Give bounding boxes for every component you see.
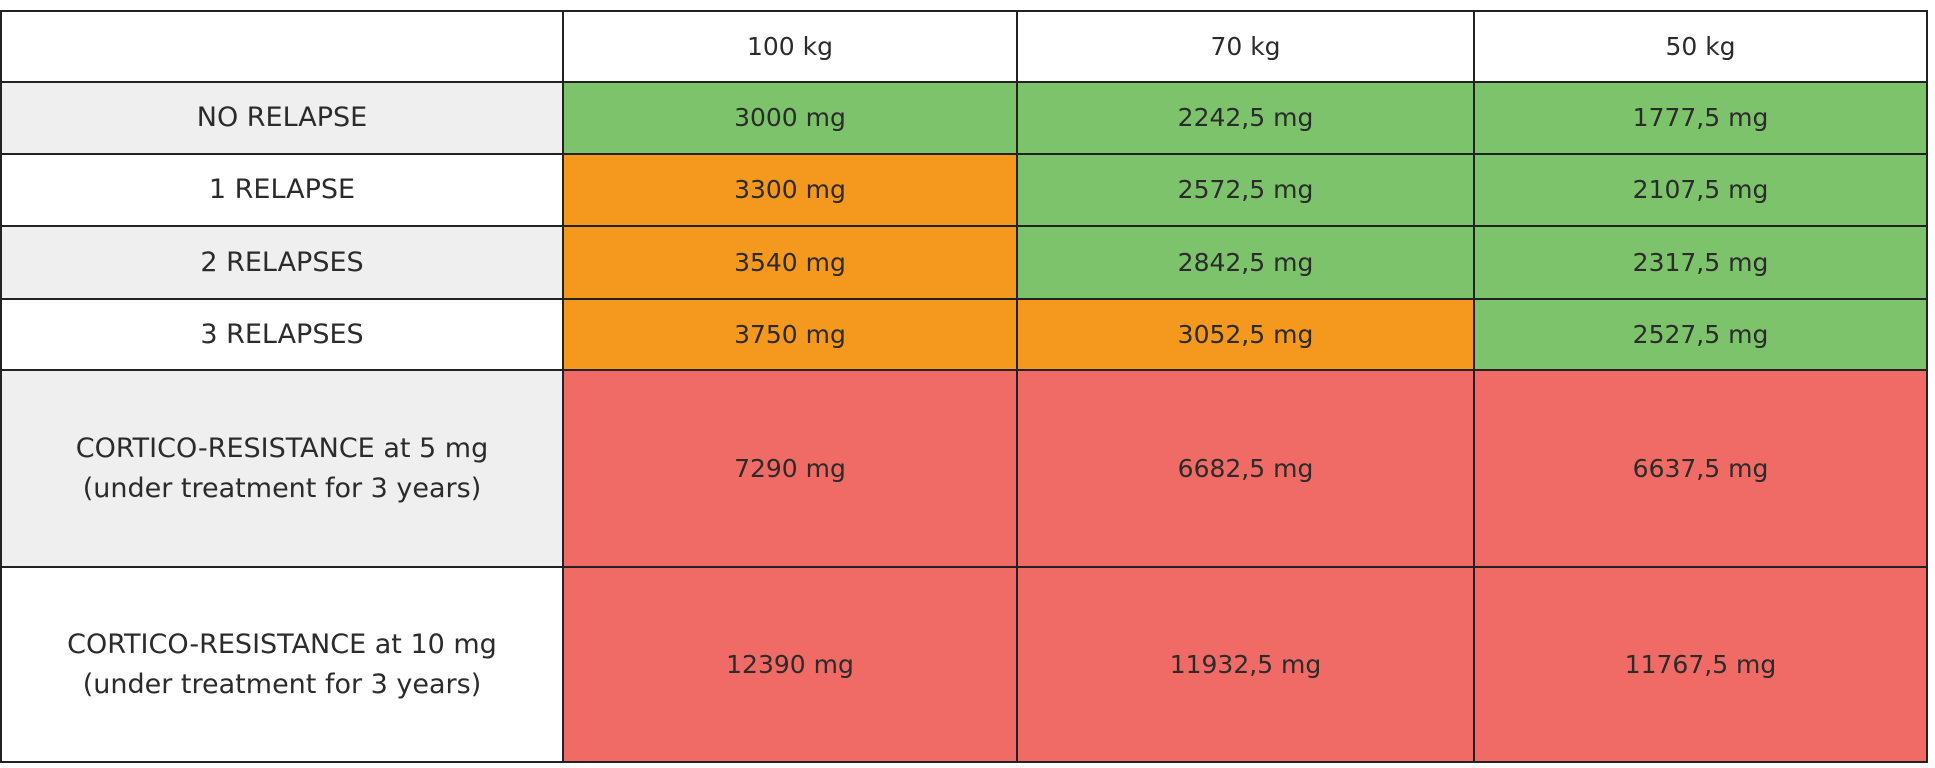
- dose-cell: 3750 mg: [564, 300, 1018, 371]
- dose-value: 3750 mg: [734, 319, 846, 349]
- corner-cell: [0, 10, 564, 83]
- row-label: 3 RELAPSES: [200, 318, 364, 350]
- row-label-cell: 2 RELAPSES: [0, 227, 564, 300]
- header-cell: 50 kg: [1475, 10, 1928, 83]
- dose-cell: 12390 mg: [564, 568, 1018, 763]
- column-header: 70 kg: [1210, 31, 1281, 61]
- dose-cell: 2527,5 mg: [1475, 300, 1928, 371]
- row-label-cell: NO RELAPSE: [0, 83, 564, 155]
- dose-value: 11932,5 mg: [1169, 649, 1322, 679]
- dose-cell: 3540 mg: [564, 227, 1018, 300]
- dose-value: 6682,5 mg: [1177, 453, 1314, 483]
- dose-value: 12390 mg: [726, 649, 854, 679]
- column-header: 100 kg: [746, 31, 833, 61]
- row-label-cell: CORTICO-RESISTANCE at 5 mg (under treatme…: [0, 371, 564, 568]
- column-header: 50 kg: [1665, 31, 1736, 61]
- dose-value: 6637,5 mg: [1632, 453, 1769, 483]
- dose-value: 3300 mg: [734, 175, 846, 204]
- dose-cell: 11932,5 mg: [1018, 568, 1475, 763]
- dose-cell: 3300 mg: [564, 155, 1018, 227]
- dose-value: 2242,5 mg: [1177, 103, 1314, 132]
- dose-value: 2572,5 mg: [1177, 175, 1314, 204]
- row-label: (under treatment for 3 years): [82, 668, 482, 700]
- dose-value: 3000 mg: [734, 103, 846, 132]
- header-cell: 70 kg: [1018, 10, 1475, 83]
- dose-cell: 2572,5 mg: [1018, 155, 1475, 227]
- row-label-cell: CORTICO-RESISTANCE at 10 mg (under treatm…: [0, 568, 564, 763]
- dose-value: 2107,5 mg: [1632, 175, 1769, 204]
- dose-cell: 1777,5 mg: [1475, 83, 1928, 155]
- dose-cell: 2107,5 mg: [1475, 155, 1928, 227]
- dose-value: 2842,5 mg: [1177, 247, 1314, 277]
- dose-cell: 11767,5 mg: [1475, 568, 1928, 763]
- dose-value: 11767,5 mg: [1624, 649, 1777, 679]
- dose-cell: 2317,5 mg: [1475, 227, 1928, 300]
- dose-value: 2317,5 mg: [1632, 247, 1769, 277]
- dose-cell: 2242,5 mg: [1018, 83, 1475, 155]
- dose-value: 3052,5 mg: [1177, 319, 1314, 349]
- dose-cell: 2842,5 mg: [1018, 227, 1475, 300]
- row-label: CORTICO-RESISTANCE at 5 mg: [75, 432, 489, 464]
- row-label: 2 RELAPSES: [200, 246, 364, 278]
- row-label: (under treatment for 3 years): [82, 472, 482, 504]
- dose-value: 1777,5 mg: [1632, 103, 1769, 132]
- dose-cell: 3000 mg: [564, 83, 1018, 155]
- dose-cell: 3052,5 mg: [1018, 300, 1475, 371]
- row-label-cell: 1 RELAPSE: [0, 155, 564, 227]
- header-cell: 100 kg: [564, 10, 1018, 83]
- dose-value: 3540 mg: [734, 247, 846, 277]
- dose-value: 2527,5 mg: [1632, 319, 1769, 349]
- row-label: NO RELAPSE: [196, 102, 368, 133]
- dose-value: 7290 mg: [734, 453, 846, 483]
- dose-cell: 7290 mg: [564, 371, 1018, 568]
- dose-cell: 6682,5 mg: [1018, 371, 1475, 568]
- row-label-cell: 3 RELAPSES: [0, 300, 564, 371]
- row-label: 1 RELAPSE: [208, 174, 356, 205]
- dose-cell: 6637,5 mg: [1475, 371, 1928, 568]
- row-label: CORTICO-RESISTANCE at 10 mg: [67, 628, 497, 660]
